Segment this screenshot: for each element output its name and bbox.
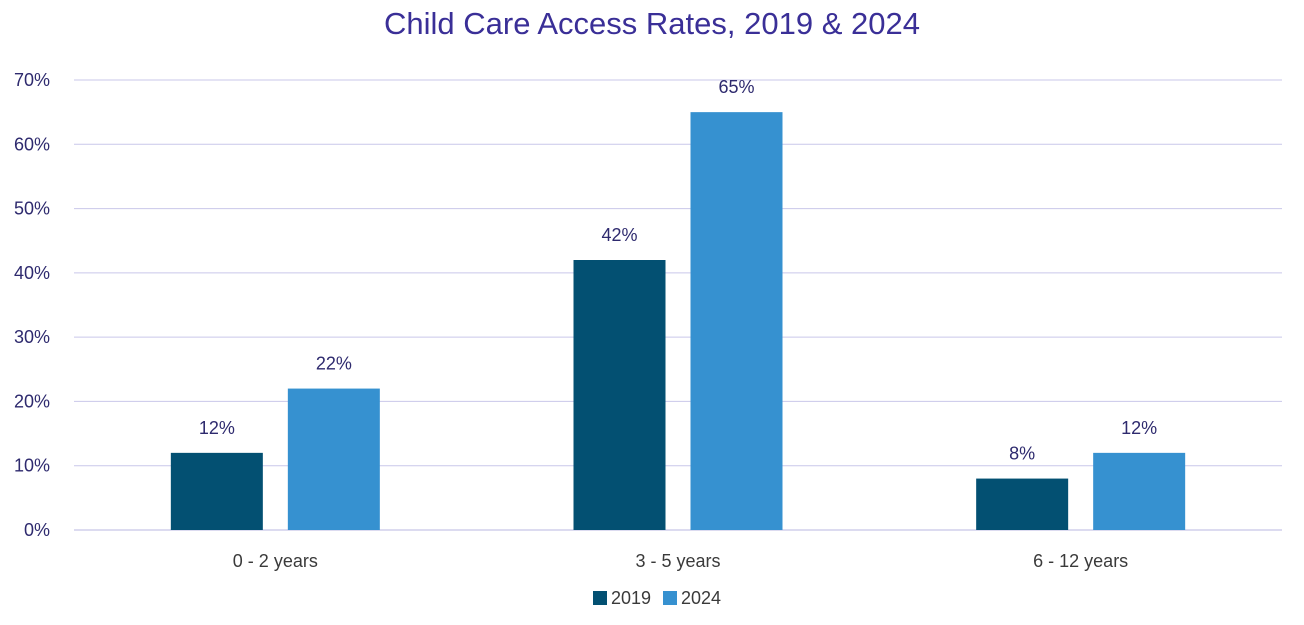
legend: 2019 2024	[593, 588, 721, 608]
bar-2019	[170, 452, 263, 530]
chart-title: Child Care Access Rates, 2019 & 2024	[384, 6, 920, 41]
bar-2019	[976, 478, 1069, 530]
bar-2024	[690, 112, 783, 531]
data-label: 22%	[316, 354, 352, 374]
y-tick-label: 10%	[14, 456, 50, 476]
category-label: 3 - 5 years	[635, 551, 720, 571]
legend-swatch-2019	[593, 591, 607, 605]
bar-2024	[287, 388, 380, 530]
gridlines	[74, 79, 1282, 531]
x-axis-categories: 0 - 2 years 3 - 5 years 6 - 12 years	[233, 551, 1128, 571]
legend-swatch-2024	[663, 591, 677, 605]
y-tick-label: 60%	[14, 134, 50, 154]
y-tick-label: 40%	[14, 263, 50, 283]
legend-label: 2019	[611, 588, 651, 608]
data-label: 65%	[718, 77, 754, 97]
data-label: 12%	[1121, 418, 1157, 438]
category-label: 0 - 2 years	[233, 551, 318, 571]
y-tick-label: 30%	[14, 327, 50, 347]
y-tick-label: 70%	[14, 70, 50, 90]
legend-label: 2024	[681, 588, 721, 608]
y-axis-ticks: 0% 10% 20% 30% 40% 50% 60% 70%	[14, 70, 50, 540]
y-tick-label: 50%	[14, 199, 50, 219]
y-tick-label: 20%	[14, 391, 50, 411]
data-label: 8%	[1009, 444, 1035, 464]
bar-2024	[1093, 452, 1186, 530]
bar-2019	[573, 260, 666, 530]
data-labels: 12% 22% 42% 65% 8% 12%	[199, 77, 1157, 463]
data-label: 12%	[199, 418, 235, 438]
data-label: 42%	[601, 225, 637, 245]
bars	[170, 112, 1186, 531]
category-label: 6 - 12 years	[1033, 551, 1128, 571]
y-tick-label: 0%	[24, 520, 50, 540]
